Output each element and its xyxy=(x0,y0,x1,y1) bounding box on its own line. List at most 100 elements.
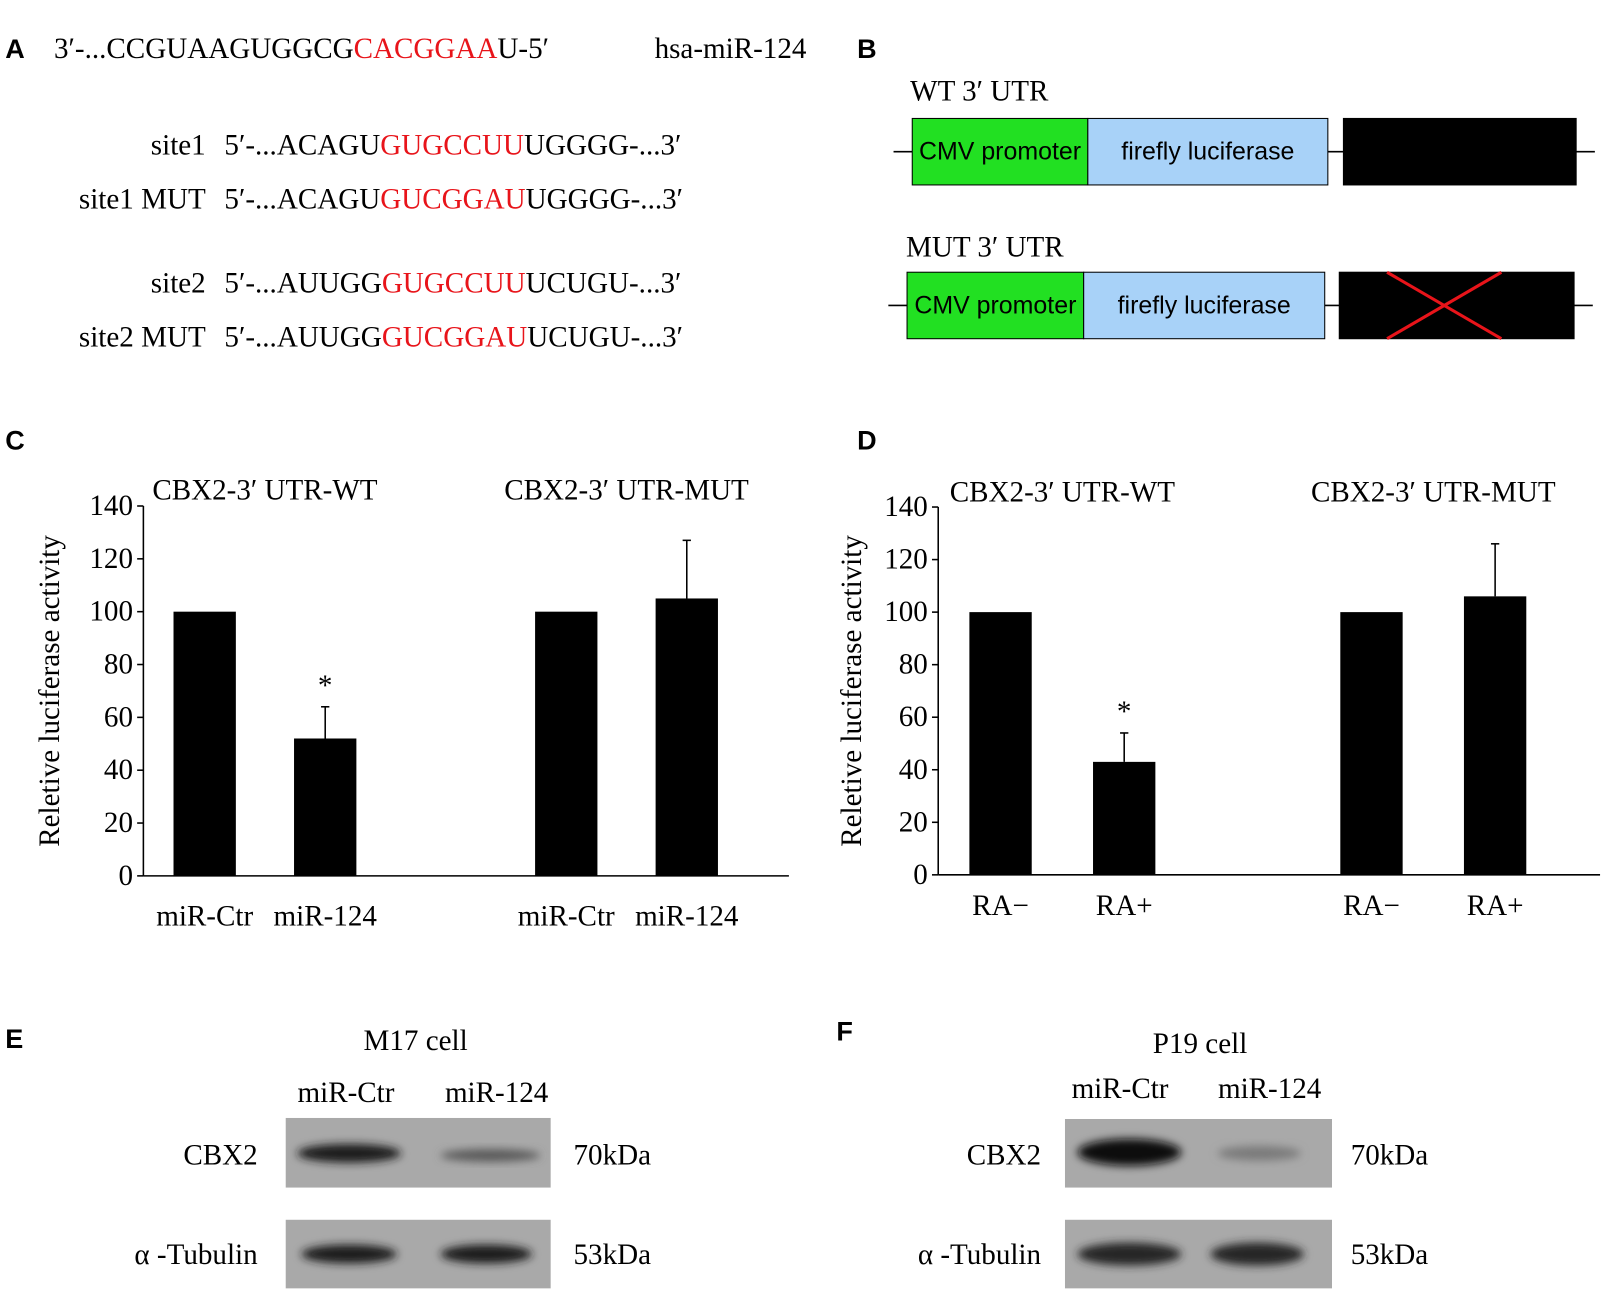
panel-label: C xyxy=(5,426,25,456)
lane-label: miR-124 xyxy=(1218,1073,1322,1105)
mirna-name: hsa-miR-124 xyxy=(655,33,807,65)
bar xyxy=(294,738,357,876)
x-tick-label: miR-124 xyxy=(274,900,378,932)
y-tick-label: 100 xyxy=(884,596,928,628)
sequence-part: 5′-...ACAGU xyxy=(224,183,380,215)
group-title: CBX2-3′ UTR-WT xyxy=(950,476,1175,508)
figure-body: A 3′-...CCGUAAGUGGCGCACGGAAU-5′ hsa-miR-12… xyxy=(5,33,1601,1289)
y-tick-label: 0 xyxy=(913,859,928,891)
band xyxy=(1217,1146,1301,1161)
x-tick-label: RA− xyxy=(972,890,1029,922)
y-tick-label: 20 xyxy=(104,807,133,839)
sequence-part: 5′-...ACAGU xyxy=(224,129,380,161)
sequence-part: UGGGG-...3′ xyxy=(524,129,681,161)
site-sequence: 5′-...AUUGGGUGCCUUUCUGU-...3′ xyxy=(224,268,681,300)
lane-label: miR-Ctr xyxy=(1072,1073,1169,1105)
y-tick-label: 0 xyxy=(118,860,133,892)
panel-label: A xyxy=(5,34,25,64)
y-tick-label: 40 xyxy=(899,754,928,786)
protein-label: CBX2 xyxy=(967,1139,1041,1171)
bar xyxy=(1463,596,1527,875)
size-label: 70kDa xyxy=(574,1139,652,1171)
size-label: 70kDa xyxy=(1351,1139,1429,1171)
protein-label: α -Tubulin xyxy=(918,1239,1042,1271)
blot-title: P19 cell xyxy=(1153,1028,1248,1060)
bar xyxy=(173,611,236,876)
band xyxy=(1077,1138,1182,1166)
sequence-part: GUCGGAU xyxy=(380,183,525,215)
y-tick-label: 20 xyxy=(899,806,928,838)
lane-label: miR-Ctr xyxy=(298,1077,395,1109)
mirna-sequence: 3′-...CCGUAAGUGGCGCACGGAAU-5′ xyxy=(54,33,549,65)
panel-label: D xyxy=(857,426,877,456)
panel-label: F xyxy=(836,1017,853,1047)
construct-element xyxy=(911,117,1089,186)
size-label: 53kDa xyxy=(1351,1239,1429,1271)
sequence-part: CACGGAA xyxy=(354,33,498,65)
site-label: site2 xyxy=(151,268,206,300)
bar xyxy=(655,598,718,876)
sequence-part: U-5′ xyxy=(497,33,549,65)
site-label: site1 MUT xyxy=(79,183,206,215)
y-tick-label: 40 xyxy=(104,754,133,786)
significance-mark: * xyxy=(1117,696,1132,728)
site-sequence: 5′-...AUUGGGUCGGAUUCUGU-...3′ xyxy=(224,322,683,354)
construct-element xyxy=(1338,271,1575,340)
construct-title: WT 3′ UTR xyxy=(910,75,1049,107)
construct-element xyxy=(1342,117,1577,186)
sequence-part: UCUGU-...3′ xyxy=(527,322,683,354)
protein-label: α -Tubulin xyxy=(134,1239,258,1271)
panel-label: B xyxy=(857,34,877,64)
bar xyxy=(969,612,1032,875)
sequence-part: 5′-...AUUGG xyxy=(224,268,381,300)
sequence-part: 5′-...AUUGG xyxy=(224,322,381,354)
x-tick-label: miR-124 xyxy=(635,900,739,932)
site-sequence: 5′-...ACAGUGUGCCUUUGGGG-...3′ xyxy=(224,129,681,161)
significance-mark: * xyxy=(318,670,333,702)
x-tick-label: miR-Ctr xyxy=(156,900,253,932)
construct-title: MUT 3′ UTR xyxy=(906,231,1064,263)
y-tick-label: 100 xyxy=(89,596,133,628)
mutation-cross xyxy=(1386,270,1503,341)
element-label: CBX2 3′ UTR xyxy=(1385,138,1534,166)
size-label: 53kDa xyxy=(574,1239,652,1271)
band xyxy=(440,1244,532,1264)
protein-label: CBX2 xyxy=(183,1139,257,1171)
element-label: CMV promoter xyxy=(919,138,1081,166)
group-title: CBX2-3′ UTR-MUT xyxy=(1311,476,1556,508)
x-tick-label: RA+ xyxy=(1096,890,1153,922)
site-label: site1 xyxy=(151,129,206,161)
sequence-part: GUGCCUU xyxy=(380,129,524,161)
x-tick-label: RA− xyxy=(1343,890,1400,922)
y-tick-label: 60 xyxy=(104,701,133,733)
construct-element xyxy=(1087,117,1329,186)
blot-title: M17 cell xyxy=(364,1025,468,1057)
lane-label: miR-124 xyxy=(445,1077,549,1109)
element-label: firefly luciferase xyxy=(1118,291,1291,319)
y-tick-label: 120 xyxy=(884,544,928,576)
bar xyxy=(1093,761,1156,875)
bar xyxy=(1340,612,1403,875)
y-tick-label: 140 xyxy=(89,490,133,522)
y-tick-label: 120 xyxy=(89,543,133,575)
panel-label: E xyxy=(5,1024,23,1054)
construct-element xyxy=(1083,271,1326,340)
element-label: firefly luciferase xyxy=(1121,138,1294,166)
y-tick-label: 60 xyxy=(899,701,928,733)
x-tick-label: miR-Ctr xyxy=(518,900,615,932)
y-tick-label: 80 xyxy=(104,649,133,681)
band xyxy=(440,1149,541,1162)
band xyxy=(1077,1242,1182,1266)
site-sequence: 5′-...ACAGUGUCGGAUUGGGG-...3′ xyxy=(224,183,683,215)
sequence-part: GUGCCUU xyxy=(382,268,526,300)
element-label: CBX2 3′ UTR xyxy=(1382,291,1531,319)
sequence-part: 3′-...CCGUAAGUGGCG xyxy=(54,33,354,65)
bar xyxy=(535,611,598,876)
sequence-part: GUCGGAU xyxy=(382,322,527,354)
band xyxy=(301,1244,397,1264)
group-title: CBX2-3′ UTR-WT xyxy=(152,474,377,506)
band xyxy=(1210,1242,1304,1266)
y-tick-label: 80 xyxy=(899,649,928,681)
y-axis-label: Reletive luciferase activity xyxy=(34,535,66,847)
